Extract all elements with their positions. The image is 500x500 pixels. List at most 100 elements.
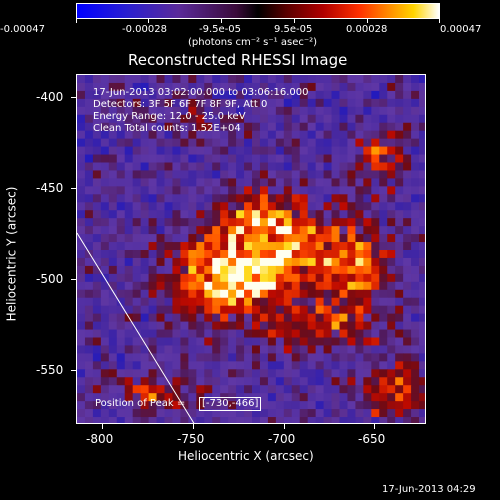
heatmap-pixel bbox=[371, 313, 380, 323]
heatmap-pixel bbox=[172, 194, 181, 203]
heatmap-pixel bbox=[220, 409, 229, 418]
heatmap-pixel bbox=[172, 138, 181, 148]
heatmap-pixel bbox=[331, 345, 341, 354]
heatmap-pixel bbox=[387, 154, 396, 164]
heatmap-pixel bbox=[291, 170, 301, 179]
heatmap-pixel bbox=[100, 305, 110, 315]
heatmap-pixel bbox=[244, 178, 253, 187]
heatmap-pixel bbox=[172, 329, 181, 339]
heatmap-pixel bbox=[236, 377, 245, 386]
heatmap-pixel bbox=[291, 242, 301, 251]
heatmap-pixel bbox=[307, 321, 317, 331]
heatmap-pixel bbox=[307, 242, 317, 251]
heatmap-pixel bbox=[236, 138, 245, 148]
heatmap-pixel bbox=[419, 281, 425, 291]
heatmap-pixel bbox=[172, 401, 181, 410]
heatmap-pixel bbox=[259, 162, 269, 172]
heatmap-pixel bbox=[180, 321, 189, 331]
heatmap-pixel bbox=[259, 146, 269, 156]
heatmap-pixel bbox=[259, 250, 269, 259]
heatmap-pixel bbox=[363, 321, 372, 331]
heatmap-pixel bbox=[116, 218, 126, 227]
heatmap-pixel bbox=[196, 305, 205, 315]
heatmap-pixel bbox=[236, 170, 245, 179]
heatmap-pixel bbox=[228, 337, 237, 347]
heatmap-pixel bbox=[140, 417, 150, 423]
heatmap-pixel bbox=[419, 409, 425, 418]
heatmap-pixel bbox=[371, 417, 380, 423]
heatmap-pixel bbox=[204, 417, 213, 423]
heatmap-pixel bbox=[395, 369, 404, 378]
heatmap-pixel bbox=[307, 337, 317, 347]
heatmap-pixel bbox=[275, 345, 285, 354]
heatmap-pixel bbox=[236, 202, 245, 211]
heatmap-pixel bbox=[355, 146, 364, 156]
heatmap-pixel bbox=[315, 162, 325, 172]
heatmap-pixel bbox=[108, 162, 118, 172]
heatmap-pixel bbox=[307, 257, 317, 267]
heatmap-pixel bbox=[188, 178, 197, 187]
heatmap-pixel bbox=[188, 385, 197, 394]
heatmap-pixel bbox=[188, 265, 197, 275]
heatmap-pixel bbox=[164, 337, 174, 347]
heatmap-pixel bbox=[387, 210, 396, 219]
heatmap-pixel bbox=[116, 154, 126, 164]
heatmap-pixel bbox=[267, 281, 277, 291]
heatmap-pixel bbox=[267, 369, 277, 378]
heatmap-pixel bbox=[331, 353, 341, 362]
heatmap-pixel bbox=[395, 106, 404, 116]
heatmap-pixel bbox=[204, 82, 213, 92]
heatmap-pixel bbox=[172, 178, 181, 187]
heatmap-pixel bbox=[228, 82, 237, 92]
heatmap-pixel bbox=[92, 98, 102, 108]
heatmap-pixel bbox=[419, 178, 425, 187]
heatmap-pixel bbox=[100, 345, 110, 354]
heatmap-pixel bbox=[244, 242, 253, 251]
heatmap-pixel bbox=[164, 393, 174, 402]
heatmap-pixel bbox=[371, 138, 380, 148]
heatmap-pixel bbox=[307, 202, 317, 211]
heatmap-pixel bbox=[92, 409, 102, 418]
heatmap-pixel bbox=[379, 114, 388, 124]
heatmap-pixel bbox=[363, 417, 372, 423]
heatmap-pixel bbox=[323, 417, 333, 423]
heatmap-pixel bbox=[395, 114, 404, 124]
heatmap-pixel bbox=[387, 393, 396, 402]
heatmap-pixel bbox=[196, 226, 205, 235]
heatmap-pixel bbox=[172, 313, 181, 323]
heatmap-pixel bbox=[339, 202, 349, 211]
heatmap-pixel bbox=[148, 281, 158, 291]
heatmap-pixel bbox=[275, 82, 285, 92]
heatmap-pixel bbox=[132, 130, 142, 140]
heatmap-pixel bbox=[196, 385, 205, 394]
heatmap-pixel bbox=[299, 409, 309, 418]
heatmap-pixel bbox=[371, 329, 380, 339]
heatmap-pixel bbox=[77, 154, 86, 164]
heatmap-pixel bbox=[315, 265, 325, 275]
heatmap-pixel bbox=[395, 210, 404, 219]
heatmap-pixel bbox=[132, 337, 142, 347]
heatmap-pixel bbox=[331, 226, 341, 235]
heatmap-pixel bbox=[371, 409, 380, 418]
heatmap-pixel bbox=[236, 297, 245, 307]
heatmap-pixel bbox=[419, 234, 425, 243]
heatmap-pixel bbox=[259, 361, 269, 370]
heatmap-pixel bbox=[315, 329, 325, 339]
heatmap-pixel bbox=[307, 409, 317, 418]
heatmap-pixel bbox=[267, 313, 277, 323]
heatmap-pixel bbox=[323, 321, 333, 331]
heatmap-pixel bbox=[379, 75, 388, 84]
heatmap-pixel bbox=[315, 98, 325, 108]
heatmap-pixel bbox=[244, 162, 253, 172]
y-tick bbox=[71, 188, 76, 189]
heatmap-pixel bbox=[355, 130, 364, 140]
heatmap-pixel bbox=[331, 210, 341, 219]
heatmap-pixel bbox=[180, 226, 189, 235]
heatmap-pixel bbox=[299, 289, 309, 299]
heatmap-pixel bbox=[363, 146, 372, 156]
heatmap-pixel bbox=[77, 281, 86, 291]
heatmap-pixel bbox=[244, 337, 253, 347]
heatmap-pixel bbox=[323, 257, 333, 267]
heatmap-pixel bbox=[267, 90, 277, 100]
heatmap-pixel bbox=[156, 75, 166, 84]
